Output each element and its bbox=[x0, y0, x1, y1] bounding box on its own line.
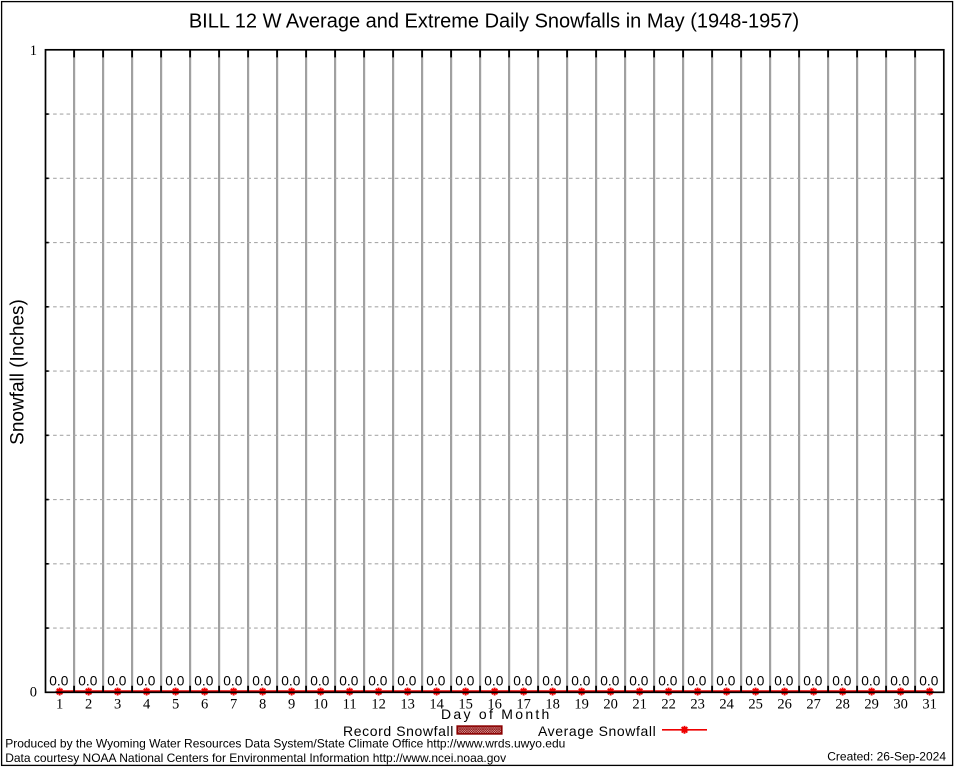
svg-text:0.0: 0.0 bbox=[252, 674, 271, 689]
svg-text:19: 19 bbox=[574, 696, 589, 712]
svg-text:31: 31 bbox=[922, 696, 937, 712]
svg-text:0.0: 0.0 bbox=[281, 674, 300, 689]
svg-text:16: 16 bbox=[487, 696, 502, 712]
svg-text:0.0: 0.0 bbox=[571, 674, 590, 689]
svg-text:0.0: 0.0 bbox=[745, 674, 764, 689]
svg-text:0.0: 0.0 bbox=[774, 674, 793, 689]
svg-text:17: 17 bbox=[516, 696, 531, 712]
svg-text:10: 10 bbox=[313, 696, 328, 712]
svg-text:28: 28 bbox=[835, 696, 850, 712]
svg-text:6: 6 bbox=[201, 696, 208, 712]
svg-text:11: 11 bbox=[343, 696, 357, 712]
svg-text:0.0: 0.0 bbox=[600, 674, 619, 689]
svg-text:20: 20 bbox=[603, 696, 618, 712]
svg-text:Snowfall (Inches): Snowfall (Inches) bbox=[8, 299, 29, 445]
svg-text:0.0: 0.0 bbox=[339, 674, 358, 689]
svg-text:27: 27 bbox=[806, 696, 821, 712]
svg-text:0.0: 0.0 bbox=[716, 674, 735, 689]
svg-text:BILL 12 W Average and Extreme: BILL 12 W Average and Extreme Daily Snow… bbox=[189, 11, 799, 33]
svg-text:0.0: 0.0 bbox=[426, 674, 445, 689]
svg-text:14: 14 bbox=[429, 696, 444, 712]
svg-text:5: 5 bbox=[172, 696, 179, 712]
svg-text:0.0: 0.0 bbox=[803, 674, 822, 689]
svg-text:0: 0 bbox=[30, 685, 37, 701]
svg-text:0.0: 0.0 bbox=[832, 674, 851, 689]
svg-text:1: 1 bbox=[30, 43, 37, 59]
svg-text:0.0: 0.0 bbox=[629, 674, 648, 689]
svg-text:0.0: 0.0 bbox=[194, 674, 213, 689]
svg-text:0.0: 0.0 bbox=[861, 674, 880, 689]
svg-text:0.0: 0.0 bbox=[890, 674, 909, 689]
svg-text:0.0: 0.0 bbox=[513, 674, 532, 689]
svg-text:22: 22 bbox=[661, 696, 676, 712]
svg-text:12: 12 bbox=[371, 696, 386, 712]
svg-text:0.0: 0.0 bbox=[397, 674, 416, 689]
svg-text:0.0: 0.0 bbox=[484, 674, 503, 689]
svg-text:7: 7 bbox=[230, 696, 237, 712]
svg-text:25: 25 bbox=[748, 696, 763, 712]
svg-text:18: 18 bbox=[545, 696, 560, 712]
svg-text:Day of Month: Day of Month bbox=[441, 706, 552, 722]
svg-text:13: 13 bbox=[400, 696, 415, 712]
svg-text:0.0: 0.0 bbox=[78, 674, 97, 689]
svg-text:29: 29 bbox=[864, 696, 879, 712]
svg-text:1: 1 bbox=[56, 696, 63, 712]
svg-text:0.0: 0.0 bbox=[455, 674, 474, 689]
svg-text:9: 9 bbox=[288, 696, 295, 712]
svg-text:Record Snowfall: Record Snowfall bbox=[343, 723, 454, 739]
svg-text:Average Snowfall: Average Snowfall bbox=[538, 723, 656, 739]
svg-text:0.0: 0.0 bbox=[687, 674, 706, 689]
svg-text:15: 15 bbox=[458, 696, 473, 712]
svg-text:24: 24 bbox=[719, 696, 734, 712]
svg-text:0.0: 0.0 bbox=[919, 674, 938, 689]
svg-text:Data courtesy NOAA National Ce: Data courtesy NOAA National Centers for … bbox=[5, 751, 506, 765]
svg-text:3: 3 bbox=[114, 696, 121, 712]
svg-text:21: 21 bbox=[632, 696, 647, 712]
svg-text:0.0: 0.0 bbox=[542, 674, 561, 689]
svg-text:Created: 26-Sep-2024: Created: 26-Sep-2024 bbox=[827, 750, 946, 764]
svg-text:0.0: 0.0 bbox=[49, 674, 68, 689]
svg-text:0.0: 0.0 bbox=[165, 674, 184, 689]
svg-text:0.0: 0.0 bbox=[223, 674, 242, 689]
svg-text:30: 30 bbox=[893, 696, 908, 712]
svg-text:4: 4 bbox=[143, 696, 151, 712]
svg-text:0.0: 0.0 bbox=[136, 674, 155, 689]
svg-text:26: 26 bbox=[777, 696, 792, 712]
svg-text:2: 2 bbox=[85, 696, 92, 712]
svg-text:0.0: 0.0 bbox=[107, 674, 126, 689]
svg-text:0.0: 0.0 bbox=[368, 674, 387, 689]
svg-text:8: 8 bbox=[259, 696, 266, 712]
svg-text:Produced by the Wyoming Water: Produced by the Wyoming Water Resources … bbox=[5, 737, 565, 751]
svg-text:0.0: 0.0 bbox=[658, 674, 677, 689]
svg-text:0.0: 0.0 bbox=[310, 674, 329, 689]
svg-text:23: 23 bbox=[690, 696, 705, 712]
